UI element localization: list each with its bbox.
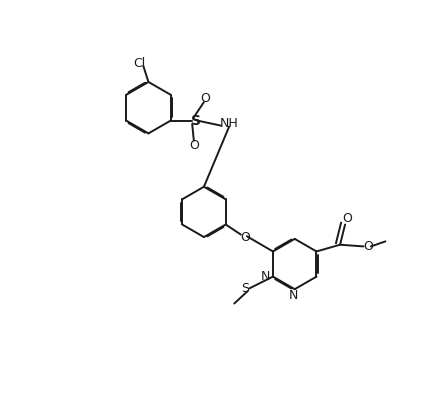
Text: NH: NH bbox=[220, 118, 239, 130]
Text: O: O bbox=[342, 212, 352, 225]
Text: O: O bbox=[364, 240, 374, 253]
Text: S: S bbox=[241, 282, 250, 295]
Text: O: O bbox=[240, 231, 250, 244]
Text: O: O bbox=[201, 92, 210, 105]
Text: Cl: Cl bbox=[133, 57, 145, 70]
Text: O: O bbox=[189, 139, 199, 152]
Text: N: N bbox=[261, 270, 270, 283]
Text: S: S bbox=[191, 114, 201, 128]
Text: N: N bbox=[288, 289, 298, 302]
